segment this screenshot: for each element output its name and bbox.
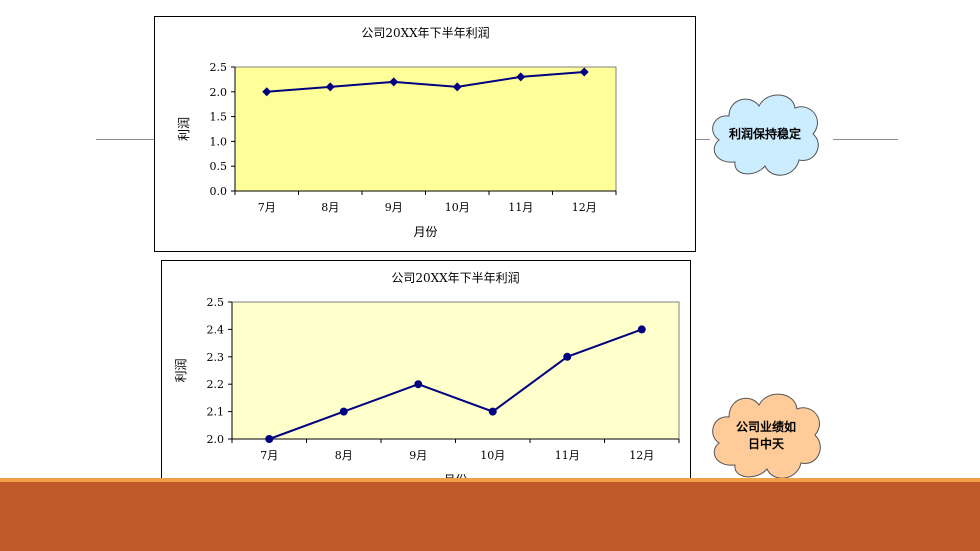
data-point: [452, 82, 462, 92]
callout-text-bottom: 公司业绩如日中天: [735, 419, 796, 451]
callout-cloud-bottom: 公司业绩如日中天: [705, 383, 827, 488]
cloud-shape-top: [712, 94, 819, 176]
x-tick-label: 12月: [572, 201, 597, 214]
y-tick-label: 2.5: [210, 61, 228, 74]
plot-area: [231, 301, 680, 440]
footer-bar: [0, 482, 980, 551]
series-line: [268, 328, 643, 440]
divider-line-middle: [695, 139, 710, 140]
data-point: [265, 435, 274, 443]
data-point: [563, 352, 572, 361]
x-tick-label: 9月: [385, 201, 403, 214]
y-tick-label: 2.1: [207, 406, 225, 419]
chart-1-svg: 公司20XX年下半年利润 0.0 0.5 1.0 1.5 2.0 2.5 7月 8月 9月 10月 1…: [177, 26, 617, 239]
y-axis-label: 利润: [174, 358, 188, 382]
y-tick-label: 0.5: [210, 160, 228, 173]
divider-line-right: [833, 139, 898, 140]
y-tick-label: 1.0: [210, 135, 228, 148]
y-tick-label: 2.2: [207, 378, 225, 391]
data-point: [637, 325, 646, 334]
data-point: [488, 407, 497, 416]
chart-2-svg: 公司20XX年下半年利润 2.0 2.1 2.2 2.3 2.4 2.5 7月 8月 9月 10月 1…: [174, 271, 680, 487]
plot-area: [234, 66, 617, 192]
y-tick-label: 2.3: [207, 351, 225, 364]
x-tick-label: 10月: [480, 449, 505, 462]
x-tick-label: 7月: [260, 449, 278, 462]
x-tick-label: 7月: [258, 201, 276, 214]
x-tick-label: 11月: [555, 449, 580, 462]
y-tick-label: 2.0: [207, 433, 225, 446]
x-tick-label: 10月: [445, 201, 470, 214]
series-line: [266, 70, 585, 93]
y-tick-label: 0.0: [210, 185, 228, 198]
x-tick-label: 11月: [508, 201, 533, 214]
x-tick-label: 12月: [629, 449, 654, 462]
chart-2: 公司20XX年下半年利润 2.0 2.1 2.2 2.3 2.4 2.5 7月 8月 9月 10月 1…: [161, 260, 691, 501]
y-tick-label: 2.0: [210, 86, 228, 99]
chart-1: 公司20XX年下半年利润 0.0 0.5 1.0 1.5 2.0 2.5 7月 8月 9月 10月 1…: [154, 16, 696, 252]
data-point: [339, 407, 348, 416]
accent-bar: [0, 478, 980, 482]
data-point: [262, 87, 272, 97]
x-tick-label: 9月: [409, 449, 427, 462]
callout-cloud-top: 利润保持稳定: [705, 84, 825, 184]
callout-text-top: 利润保持稳定: [728, 126, 801, 141]
data-point: [414, 380, 423, 389]
x-axis-label: 月份: [413, 225, 437, 239]
data-point: [389, 77, 399, 87]
x-tick-label: 8月: [321, 201, 339, 214]
data-point: [516, 72, 526, 82]
cloud-shape-bottom: [712, 393, 821, 479]
data-point: [325, 82, 335, 92]
y-tick-label: 2.4: [207, 323, 225, 336]
data-point: [579, 67, 589, 77]
y-tick-label: 1.5: [210, 111, 228, 124]
y-tick-label: 2.5: [207, 296, 225, 309]
x-tick-label: 8月: [335, 449, 353, 462]
divider-line-left: [96, 139, 156, 140]
y-axis-label: 利润: [177, 117, 191, 141]
chart-title: 公司20XX年下半年利润: [361, 26, 489, 40]
chart-title: 公司20XX年下半年利润: [391, 271, 519, 285]
